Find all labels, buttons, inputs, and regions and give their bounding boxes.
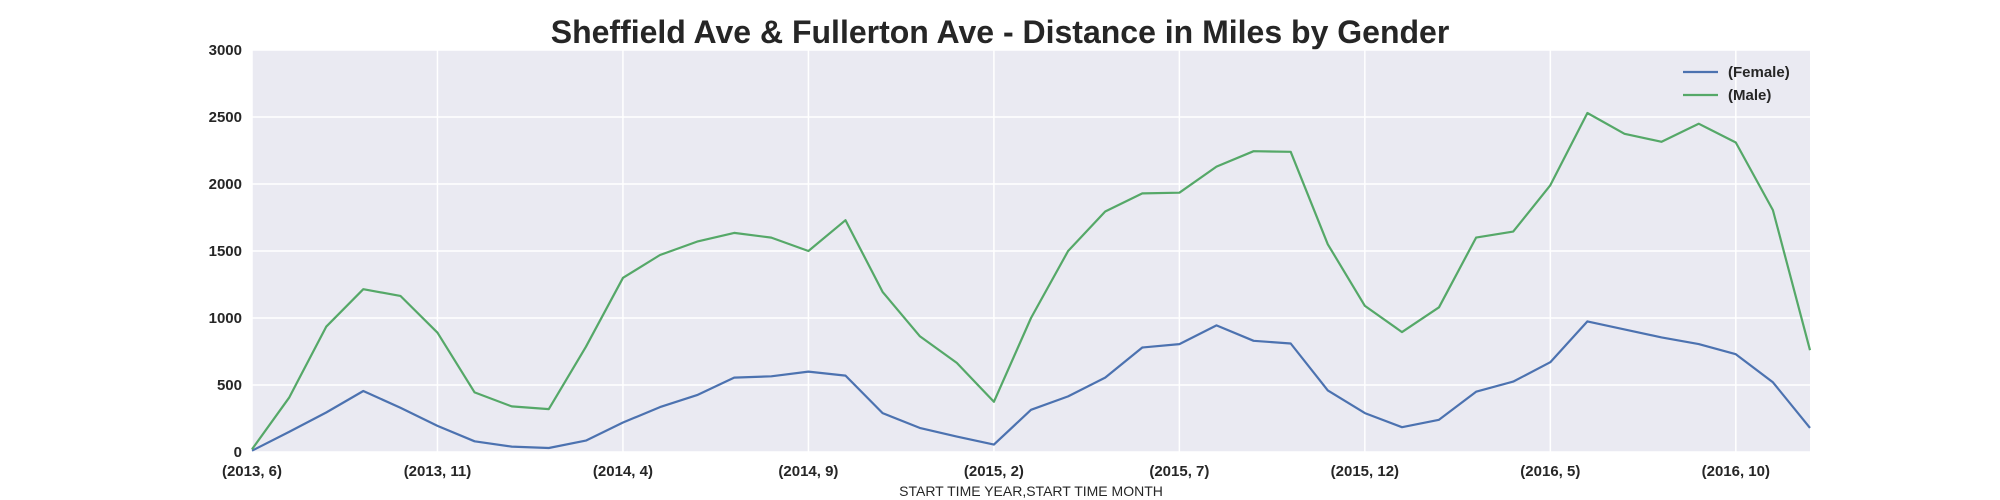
- legend-label: (Female): [1728, 64, 1790, 81]
- x-tick-label: (2013, 6): [222, 463, 282, 480]
- x-tick-label: (2014, 4): [593, 463, 653, 480]
- y-tick-label: 2500: [209, 109, 242, 126]
- y-tick-label: 500: [217, 377, 242, 394]
- legend: (Female) (Male): [1683, 64, 1790, 104]
- legend-label: (Male): [1728, 87, 1771, 104]
- y-tick-label: 1000: [209, 310, 242, 327]
- chart-title: Sheffield Ave & Fullerton Ave - Distance…: [551, 14, 1450, 50]
- x-tick-label: (2016, 5): [1520, 463, 1580, 480]
- y-tick-label: 0: [234, 444, 242, 461]
- series-line-female: [251, 320, 1811, 452]
- y-axis-ticks: 0 500 1000 1500 2000 2500 3000: [209, 42, 242, 461]
- x-tick-label: (2014, 9): [778, 463, 838, 480]
- series-lines: [251, 111, 1812, 452]
- legend-item: (Female): [1683, 64, 1790, 81]
- x-tick-label: (2015, 12): [1331, 463, 1399, 480]
- x-axis-label: START TIME YEAR,START TIME MONTH: [899, 483, 1163, 499]
- x-tick-label: (2013, 11): [404, 463, 472, 480]
- legend-item: (Male): [1683, 87, 1771, 104]
- x-tick-label: (2015, 7): [1149, 463, 1209, 480]
- y-tick-label: 1500: [209, 243, 242, 260]
- y-tick-label: 2000: [209, 176, 242, 193]
- x-tick-label: (2015, 2): [964, 463, 1024, 480]
- y-tick-label: 3000: [209, 42, 242, 59]
- x-tick-label: (2016, 10): [1702, 463, 1770, 480]
- x-axis-ticks: (2013, 6) (2013, 11) (2014, 4) (2014, 9) (20…: [222, 463, 1770, 480]
- series-line-male: [251, 111, 1812, 450]
